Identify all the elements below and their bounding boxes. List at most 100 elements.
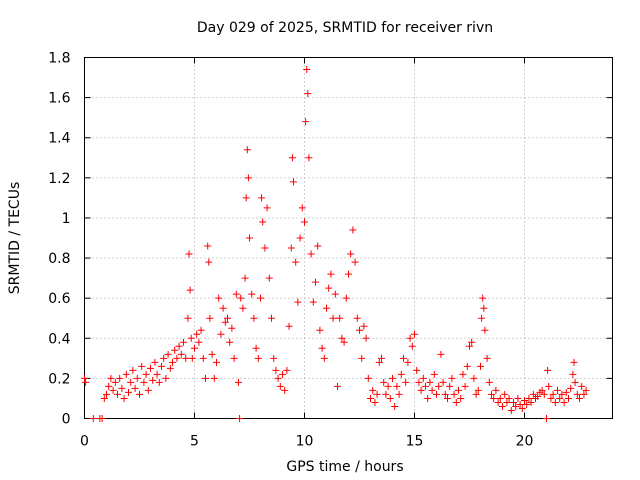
data-point <box>304 90 312 98</box>
data-point <box>441 390 449 398</box>
data-point <box>479 294 487 302</box>
data-point <box>549 390 557 398</box>
data-point <box>185 250 193 258</box>
data-point <box>367 394 374 402</box>
y-tick-label: 1.6 <box>48 91 70 107</box>
y-tick-label: 0 <box>62 412 71 428</box>
data-point <box>302 118 310 126</box>
data-point <box>228 324 236 332</box>
data-point <box>439 378 447 386</box>
data-point <box>474 386 482 394</box>
data-point <box>472 390 480 398</box>
data-point <box>182 354 190 362</box>
data-point <box>544 366 552 374</box>
y-tick-label: 0.8 <box>48 251 70 267</box>
data-point <box>169 358 176 366</box>
data-point <box>419 374 427 382</box>
data-point <box>208 350 216 358</box>
data-point <box>373 390 381 398</box>
data-point <box>351 258 359 266</box>
y-tick-label: 1 <box>62 211 71 227</box>
data-point <box>413 366 421 374</box>
data-point <box>294 298 302 306</box>
y-tick-label: 1.8 <box>48 51 70 67</box>
data-point <box>490 394 498 402</box>
x-tick-label: 10 <box>296 434 314 450</box>
data-point <box>186 286 194 294</box>
data-point <box>81 374 88 382</box>
data-point <box>320 354 328 362</box>
data-point <box>173 354 181 362</box>
data-point <box>428 386 436 394</box>
data-point <box>147 364 154 372</box>
data-point <box>303 66 311 74</box>
data-point <box>496 394 504 402</box>
y-tick-label: 1.4 <box>48 131 70 147</box>
data-point <box>259 218 267 226</box>
data-point <box>285 322 293 330</box>
data-point <box>395 390 403 398</box>
data-point <box>199 354 207 362</box>
y-tick-label: 0.4 <box>48 331 70 347</box>
data-point <box>287 244 295 252</box>
data-point <box>433 390 440 398</box>
data-point <box>400 354 407 362</box>
data-point <box>226 338 234 346</box>
data-point <box>292 258 300 266</box>
data-point <box>166 364 174 372</box>
data-point <box>406 334 414 342</box>
data-point <box>411 330 418 338</box>
data-point <box>560 398 568 406</box>
data-point <box>518 404 526 412</box>
data-point <box>242 194 250 202</box>
data-point <box>125 388 132 396</box>
data-point <box>193 330 201 338</box>
data-point <box>340 338 348 346</box>
data-point <box>538 386 546 394</box>
data-point <box>455 386 462 394</box>
data-point <box>364 374 372 382</box>
data-point <box>244 174 252 182</box>
data-point <box>463 362 471 370</box>
data-point <box>369 386 377 394</box>
data-point <box>283 366 291 374</box>
data-point <box>371 398 379 406</box>
data-point <box>540 390 548 398</box>
data-point <box>131 384 139 392</box>
data-point <box>558 390 566 398</box>
data-point <box>98 415 106 422</box>
data-point <box>290 178 297 186</box>
data-point <box>195 338 203 346</box>
data-point <box>323 304 330 312</box>
data-point <box>254 354 262 362</box>
data-point <box>270 354 278 362</box>
y-tick-label: 0.6 <box>48 291 70 307</box>
x-tick-label: 5 <box>190 434 199 450</box>
data-point <box>356 326 363 334</box>
data-point <box>111 378 119 386</box>
data-point <box>402 378 410 386</box>
data-point <box>213 358 220 366</box>
data-point <box>312 278 319 286</box>
data-point <box>510 398 517 406</box>
data-point <box>386 394 394 402</box>
data-point <box>543 415 550 422</box>
data-point <box>525 394 533 402</box>
data-point <box>523 400 531 408</box>
data-point <box>389 374 396 382</box>
data-point <box>210 374 218 382</box>
chart-title: Day 029 of 2025, SRMTID for receiver riv… <box>197 20 493 36</box>
data-point <box>485 378 493 386</box>
data-point <box>107 374 115 382</box>
data-point <box>314 242 322 250</box>
data-point <box>276 382 284 390</box>
data-point <box>534 392 542 400</box>
data-point <box>430 370 438 378</box>
data-point <box>391 402 399 410</box>
x-axis-label: GPS time / hours <box>286 459 403 475</box>
data-point <box>378 354 385 362</box>
data-point <box>529 390 537 398</box>
data-point <box>248 290 256 298</box>
data-point <box>232 290 240 298</box>
data-point <box>494 398 502 406</box>
